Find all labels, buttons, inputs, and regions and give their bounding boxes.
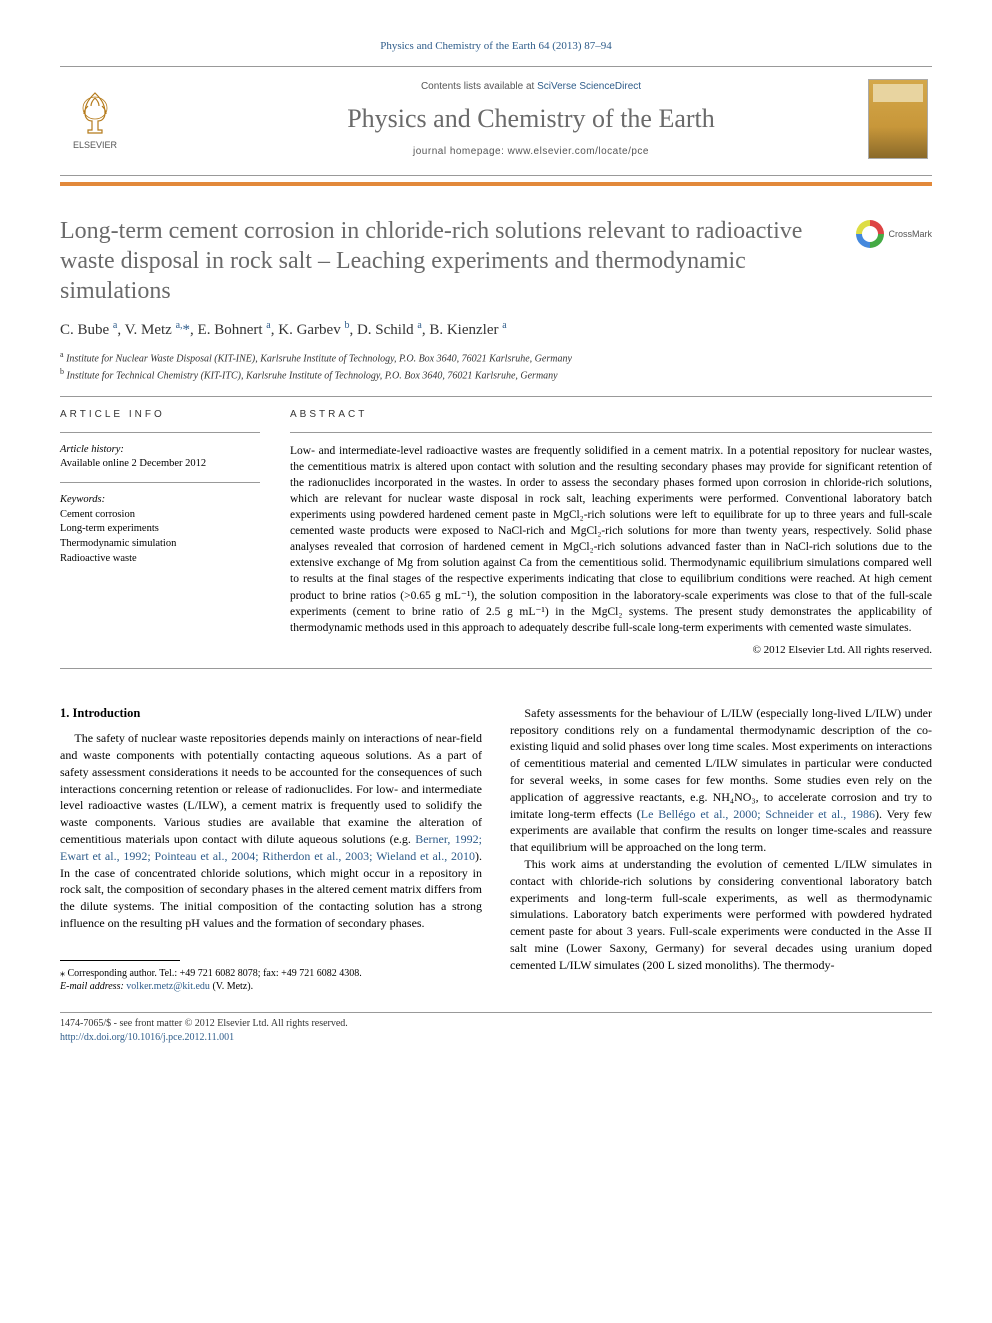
crossmark-badge[interactable]: CrossMark — [856, 220, 932, 248]
affiliations: a Institute for Nuclear Waste Disposal (… — [60, 349, 932, 384]
email-link[interactable]: volker.metz@kit.edu — [126, 981, 210, 992]
doi-link[interactable]: http://dx.doi.org/10.1016/j.pce.2012.11.… — [60, 1032, 234, 1043]
info-divider — [60, 432, 260, 433]
footer-copyright: 1474-7065/$ - see front matter © 2012 El… — [60, 1017, 932, 1031]
keywords-label: Keywords: — [60, 493, 260, 508]
sciencedirect-link[interactable]: SciVerse ScienceDirect — [537, 81, 641, 92]
footnote-divider — [60, 960, 180, 961]
email-suffix: (V. Metz). — [212, 981, 253, 992]
footer-divider — [60, 1012, 932, 1013]
abstract-text: Low- and intermediate-level radioactive … — [290, 443, 932, 636]
body-text-run: Safety assessments for the behaviour of … — [510, 706, 932, 821]
author-list: C. Bube a, V. Metz a,*, E. Bohnert a, K.… — [60, 320, 932, 339]
article-history-label: Article history: — [60, 443, 260, 458]
publisher-logo: ELSEVIER — [60, 88, 130, 150]
info-divider — [60, 482, 260, 483]
corresponding-author-footnote: ⁎ Corresponding author. Tel.: +49 721 60… — [60, 967, 482, 994]
crossmark-label: CrossMark — [888, 229, 932, 239]
running-citation: Physics and Chemistry of the Earth 64 (2… — [60, 40, 932, 52]
keyword: Thermodynamic simulation — [60, 537, 260, 552]
keyword: Radioactive waste — [60, 552, 260, 567]
article-info-label: article info — [60, 409, 260, 420]
abstract-label: abstract — [290, 409, 932, 420]
body-paragraph: This work aims at understanding the evol… — [510, 856, 932, 974]
body-paragraph: The safety of nuclear waste repositories… — [60, 730, 482, 932]
keyword: Cement corrosion — [60, 508, 260, 523]
affiliation-b: Institute for Technical Chemistry (KIT-I… — [67, 371, 558, 382]
journal-homepage: journal homepage: www.elsevier.com/locat… — [130, 146, 932, 157]
article-info-column: article info Article history: Available … — [60, 409, 260, 656]
abstract-copyright: © 2012 Elsevier Ltd. All rights reserved… — [290, 644, 932, 656]
homepage-prefix: journal homepage: — [413, 146, 508, 157]
citation-link[interactable]: Le Bellégo et al., 2000; Schneider et al… — [641, 807, 875, 821]
body-text: 1. Introduction The safety of nuclear wa… — [60, 705, 932, 994]
affiliation-a: Institute for Nuclear Waste Disposal (KI… — [66, 353, 572, 364]
section-divider — [60, 396, 932, 397]
footnote-line: ⁎ Corresponding author. Tel.: +49 721 60… — [60, 967, 482, 981]
contents-line: Contents lists available at SciVerse Sci… — [130, 81, 932, 92]
section-heading: 1. Introduction — [60, 705, 482, 723]
section-divider — [60, 668, 932, 669]
journal-cover-thumbnail — [868, 79, 928, 159]
abstract-divider — [290, 432, 932, 433]
journal-masthead: ELSEVIER Contents lists available at Sci… — [60, 66, 932, 176]
abstract-column: abstract Low- and intermediate-level rad… — [290, 409, 932, 656]
crossmark-icon — [856, 220, 884, 248]
publisher-name: ELSEVIER — [73, 140, 117, 150]
elsevier-tree-icon — [70, 88, 120, 138]
keyword: Long-term experiments — [60, 522, 260, 537]
body-paragraph: Safety assessments for the behaviour of … — [510, 705, 932, 856]
contents-prefix: Contents lists available at — [421, 81, 537, 92]
article-title: Long-term cement corrosion in chloride-r… — [60, 216, 820, 306]
body-text-run: The safety of nuclear waste repositories… — [60, 731, 482, 846]
article-history-text: Available online 2 December 2012 — [60, 457, 260, 472]
homepage-url[interactable]: www.elsevier.com/locate/pce — [508, 146, 649, 157]
journal-title: Physics and Chemistry of the Earth — [130, 104, 932, 134]
email-label: E-mail address: — [60, 981, 124, 992]
orange-divider — [60, 182, 932, 186]
